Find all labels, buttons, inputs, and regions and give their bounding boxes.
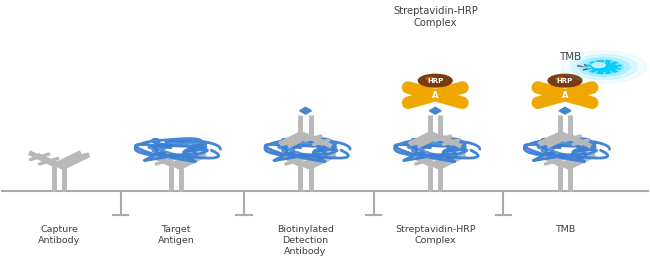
Circle shape	[556, 77, 564, 80]
Circle shape	[592, 63, 605, 68]
Text: A: A	[432, 91, 439, 100]
Circle shape	[561, 51, 647, 83]
Text: HRP: HRP	[557, 78, 573, 84]
Text: Streptavidin-HRP
Complex: Streptavidin-HRP Complex	[395, 225, 476, 245]
Circle shape	[584, 60, 623, 74]
Text: TMB: TMB	[555, 225, 575, 234]
Text: A: A	[562, 91, 568, 100]
Circle shape	[571, 55, 637, 80]
Text: Biotinylated
Detection
Antibody: Biotinylated Detection Antibody	[277, 225, 334, 256]
Text: Capture
Antibody: Capture Antibody	[38, 225, 80, 245]
Circle shape	[578, 57, 629, 76]
Polygon shape	[300, 107, 311, 114]
Text: TMB: TMB	[559, 52, 581, 62]
Circle shape	[587, 61, 621, 73]
Circle shape	[426, 77, 434, 80]
Circle shape	[548, 74, 582, 87]
Circle shape	[419, 74, 452, 87]
Text: Streptavidin-HRP
Complex: Streptavidin-HRP Complex	[393, 5, 478, 28]
Polygon shape	[559, 107, 571, 114]
Polygon shape	[430, 107, 441, 114]
Text: Target
Antigen: Target Antigen	[157, 225, 194, 245]
Text: HRP: HRP	[427, 78, 443, 84]
